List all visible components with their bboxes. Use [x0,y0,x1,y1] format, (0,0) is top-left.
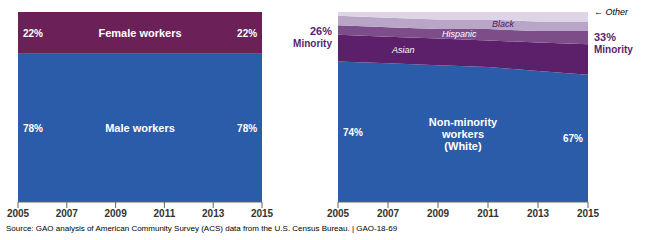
svg-text:Female workers: Female workers [98,27,181,39]
svg-text:2011: 2011 [477,208,499,219]
svg-text:2009: 2009 [104,208,127,219]
svg-text:2007: 2007 [56,208,79,219]
svg-text:2013: 2013 [202,208,225,219]
svg-text:Male workers: Male workers [105,122,175,134]
svg-text:Black: Black [492,19,515,29]
svg-text:2009: 2009 [427,208,450,219]
svg-text:2005: 2005 [8,208,30,219]
svg-text:78%: 78% [237,122,257,133]
svg-text:33%Minority: 33%Minority [594,31,633,55]
html-text:Source: GAO analysis of Americ: Source: GAO analysis of American Communi… [6,224,398,233]
svg-text:Hispanic: Hispanic [442,29,477,39]
svg-text:74%: 74% [343,126,363,137]
svg-text:2005: 2005 [327,208,350,219]
svg-text:2011: 2011 [154,208,176,219]
svg-text:26%Minority: 26%Minority [293,25,332,49]
svg-text:67%: 67% [563,133,583,144]
svg-text:2015: 2015 [251,208,274,219]
svg-text:2007: 2007 [377,208,400,219]
svg-text:78%: 78% [23,122,43,133]
svg-text:22%: 22% [237,27,257,38]
svg-text:Asian: Asian [391,45,415,55]
svg-text:Non-minorityworkers(White): Non-minorityworkers(White) [429,116,498,152]
svg-text:2013: 2013 [527,208,550,219]
svg-text:22%: 22% [23,27,43,38]
svg-text:2015: 2015 [577,208,600,219]
svg-text:← Other: ← Other [594,7,629,17]
